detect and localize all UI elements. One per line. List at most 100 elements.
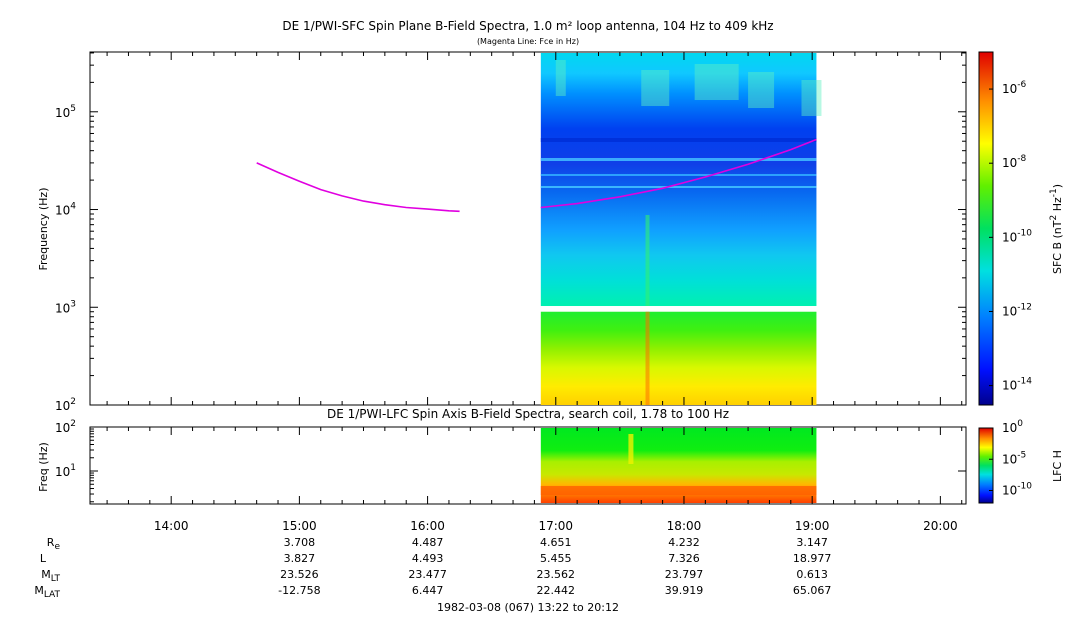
sfc-y-tick-exp: 5 (70, 104, 76, 114)
sfc-plot-frame (89, 51, 967, 406)
lfc-colorbar-tick-exp: -5 (1017, 450, 1026, 460)
lfc-colorbar-bar (978, 427, 994, 504)
lfc-colorbar-tick-base: 10 (1002, 452, 1017, 466)
sfc-emission-patch (641, 70, 670, 106)
lfc-colorbar-tick-base: 10 (1002, 484, 1017, 498)
ephemeris-value: 23.797 (665, 568, 704, 581)
sfc-interference-line (540, 138, 817, 142)
fce-line-segment (540, 138, 817, 209)
lfc-colorbar-tick-label: 10-10 (1002, 482, 1032, 498)
sfc-colorbar-bar (978, 51, 994, 406)
lfc-y-tick-label: 101 (55, 463, 76, 479)
lfc-plot-frame (89, 426, 967, 505)
sfc-colorbar-tick-exp: -8 (1017, 154, 1026, 164)
sfc-colorbar-tick-label: 10-10 (1002, 228, 1032, 244)
sfc-colorbar-tick-label: 10-8 (1002, 154, 1027, 170)
lfc-y-axis-label: Freq (Hz) (37, 442, 50, 492)
ephemeris-row-label-main: R (47, 536, 55, 549)
sfc-low-band (540, 311, 817, 405)
ephemeris-value: 3.827 (284, 552, 316, 565)
sfc-y-tick-base: 10 (55, 399, 70, 413)
sfc-colorbar-tick-base: 10 (1002, 379, 1017, 393)
sfc-y-tick-base: 10 (55, 301, 70, 315)
sfc-spectrogram (540, 53, 822, 405)
sfc-colorbar-tick-label: 10-12 (1002, 302, 1032, 318)
sfc-y-tick-base: 10 (55, 204, 70, 218)
sfc-colorbar-tick-base: 10 (1002, 156, 1017, 170)
lfc-y-tick-exp: 1 (70, 463, 76, 473)
sfc-y-tick-label: 104 (55, 202, 76, 218)
sfc-y-tick-exp: 3 (70, 299, 76, 309)
ephemeris-row-label: L (40, 552, 47, 565)
ephemeris-value: 4.493 (412, 552, 444, 565)
x-tick-label: 17:00 (538, 519, 573, 533)
x-tick-label: 20:00 (923, 519, 958, 533)
ephemeris-row-label-main: M (41, 568, 51, 581)
sfc-colorbar-tick-label: 10-6 (1002, 80, 1027, 96)
sfc-emission-patch (748, 72, 775, 108)
ephemeris-value: 4.487 (412, 536, 444, 549)
sfc-y-tick-exp: 4 (70, 202, 76, 212)
ephemeris-value: 3.147 (796, 536, 828, 549)
lfc-y-tick-label: 102 (55, 419, 76, 435)
lfc-burst (628, 434, 634, 464)
sfc-colorbar-tick-exp: -10 (1017, 228, 1032, 238)
ephemeris-value: 65.067 (793, 584, 832, 597)
sfc-burst-low (645, 311, 650, 405)
ephemeris-row-label-sub: e (54, 542, 60, 552)
ephemeris-value: 6.447 (412, 584, 444, 597)
ephemeris-value: 4.232 (668, 536, 700, 549)
ephemeris-row-label: MLT (41, 568, 60, 584)
ephemeris-row-label-main: L (40, 552, 47, 565)
sfc-colorbar-tick-exp: -12 (1017, 302, 1032, 312)
lfc-colorbar-tick-base: 10 (1002, 421, 1017, 435)
ephemeris-row-label: Re (47, 536, 61, 552)
sfc-colorbar-label-exp2: -1 (1049, 188, 1059, 197)
lfc-colorbar-tick-exp: 0 (1017, 419, 1023, 429)
lfc-colorbar-tick-label: 100 (1002, 419, 1023, 435)
lfc-spectrogram (540, 428, 817, 503)
lfc-y-tick-exp: 2 (70, 419, 76, 429)
x-tick-label: 15:00 (282, 519, 317, 533)
ephemeris-value: 23.477 (408, 568, 447, 581)
sfc-colorbar-tick-label: 10-14 (1002, 377, 1032, 393)
sfc-y-axis-label: Frequency (Hz) (37, 188, 50, 271)
x-tick-label: 16:00 (410, 519, 445, 533)
sfc-colorbar-tick-base: 10 (1002, 82, 1017, 96)
sfc-emission-patch (694, 64, 739, 100)
ephemeris-table: Re 3.708 4.487 4.651 4.232 3.147 L 3.827 4.493 5.… (34, 536, 831, 600)
ephemeris-row-label: MLAT (34, 584, 60, 600)
fce-line-segment (256, 162, 460, 213)
sfc-high-band (540, 53, 817, 307)
ephemeris-value: 18.977 (793, 552, 832, 565)
bottom-panel-title: DE 1/PWI-LFC Spin Axis B-Field Spectra, … (327, 407, 729, 421)
ephemeris-value: 22.442 (537, 584, 576, 597)
time-x-ticks: 14:00 15:00 16:00 17:00 18:00 19:00 20:00 (106, 52, 963, 533)
ephemeris-value: 5.455 (540, 552, 572, 565)
sfc-fce-line (256, 138, 817, 213)
ephemeris-value: 23.526 (280, 568, 319, 581)
ephemeris-value: 3.708 (284, 536, 316, 549)
x-tick-label: 18:00 (667, 519, 702, 533)
sfc-emission-patch (801, 80, 822, 116)
sfc-y-tick-base: 10 (55, 106, 70, 120)
top-panel-subtitle: (Magenta Line: Fce in Hz) (477, 37, 579, 46)
ephemeris-row-label-sub: LAT (44, 590, 61, 600)
ephemeris-value: 4.651 (540, 536, 572, 549)
ephemeris-value: -12.758 (278, 584, 320, 597)
sfc-colorbar-tick-exp: -14 (1017, 377, 1032, 387)
sfc-colorbar-tick-base: 10 (1002, 304, 1017, 318)
top-panel-title: DE 1/PWI-SFC Spin Plane B-Field Spectra,… (282, 19, 773, 33)
sfc-y-tick-label: 103 (55, 299, 76, 315)
lfc-y-tick-base: 10 (55, 465, 70, 479)
sfc-colorbar-tick-base: 10 (1002, 230, 1017, 244)
sfc-interference-line (540, 158, 817, 161)
sfc-colorbar-label-end: ) (1051, 184, 1064, 188)
